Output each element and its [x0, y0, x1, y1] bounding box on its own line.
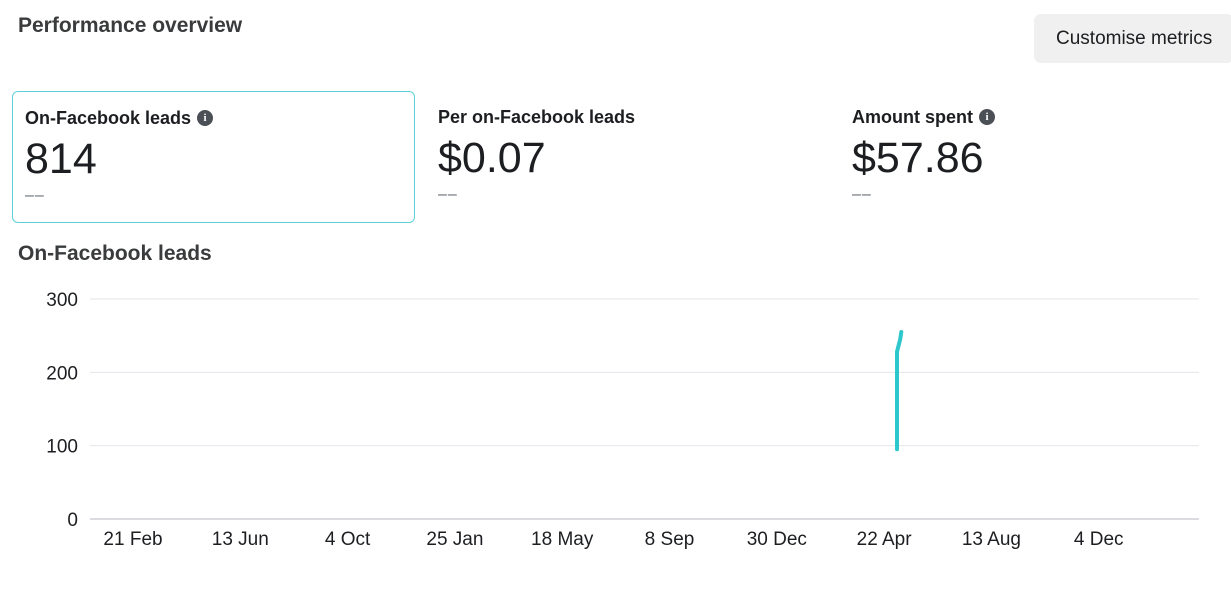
- y-tick-label: 100: [46, 437, 78, 458]
- metric-value: $57.86: [852, 134, 984, 182]
- y-tick-label: 0: [67, 510, 78, 531]
- y-tick-label: 200: [46, 363, 78, 384]
- metric-value: $0.07: [438, 134, 546, 182]
- metric-card-on-facebook-leads[interactable]: On-Facebook leads i 814 ––: [12, 91, 415, 223]
- customise-metrics-button[interactable]: Customise metrics: [1034, 14, 1231, 63]
- info-icon[interactable]: i: [197, 110, 214, 126]
- info-icon[interactable]: i: [979, 109, 995, 125]
- series-line: [895, 330, 904, 452]
- metric-label: On-Facebook leads i: [25, 106, 402, 130]
- metric-label: Per on-Facebook leads: [438, 105, 817, 129]
- metric-label: Amount spent i: [852, 105, 1231, 129]
- x-tick-label: 22 Apr: [857, 529, 913, 550]
- x-tick-label: 25 Jan: [426, 529, 483, 550]
- metric-delta: ––: [852, 186, 872, 203]
- metric-delta: ––: [25, 187, 45, 204]
- metric-label-text: On-Facebook leads: [25, 107, 192, 128]
- page-title: Performance overview: [18, 14, 243, 37]
- x-tick-label: 21 Feb: [103, 529, 162, 550]
- x-tick-label: 8 Sep: [645, 529, 695, 550]
- x-tick-label: 4 Dec: [1074, 529, 1124, 550]
- metric-label-text: Per on-Facebook leads: [438, 106, 636, 127]
- metric-delta: ––: [438, 186, 458, 203]
- chart-title: On-Facebook leads: [18, 242, 212, 265]
- y-tick-label: 300: [46, 290, 78, 311]
- metric-card-amount-spent[interactable]: Amount spent i $57.86 ––: [840, 91, 1231, 223]
- metric-value: 814: [25, 135, 97, 183]
- x-tick-label: 13 Jun: [212, 529, 269, 550]
- metric-card-per-on-facebook-leads[interactable]: Per on-Facebook leads $0.07 ––: [426, 91, 829, 223]
- x-tick-label: 30 Dec: [747, 529, 807, 550]
- x-tick-label: 13 Aug: [962, 529, 1021, 550]
- metric-label-text: Amount spent: [852, 106, 973, 127]
- x-tick-label: 18 May: [531, 529, 594, 550]
- x-tick-label: 4 Oct: [325, 529, 371, 550]
